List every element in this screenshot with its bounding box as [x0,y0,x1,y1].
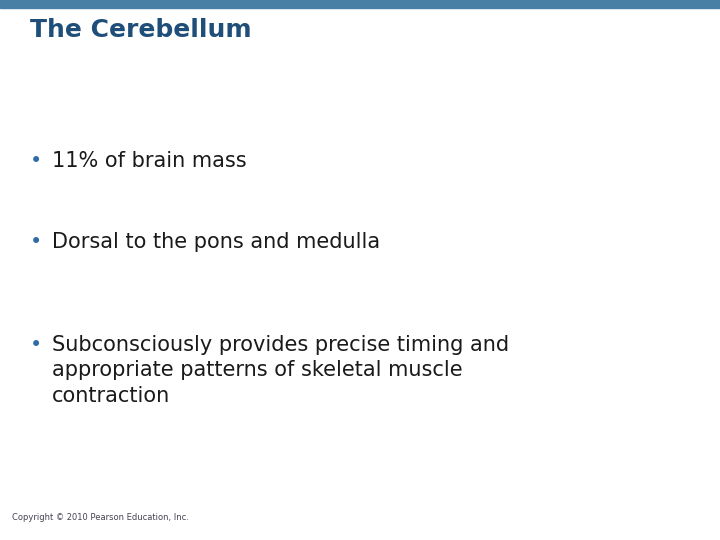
Text: •: • [30,335,42,355]
Text: Subconsciously provides precise timing and
appropriate patterns of skeletal musc: Subconsciously provides precise timing a… [52,335,509,406]
Text: Dorsal to the pons and medulla: Dorsal to the pons and medulla [52,232,380,252]
Text: •: • [30,151,42,171]
Text: •: • [30,232,42,252]
Text: Copyright © 2010 Pearson Education, Inc.: Copyright © 2010 Pearson Education, Inc. [12,513,189,522]
Text: The Cerebellum: The Cerebellum [30,18,251,42]
Text: 11% of brain mass: 11% of brain mass [52,151,247,171]
Bar [0,0,720,8]
